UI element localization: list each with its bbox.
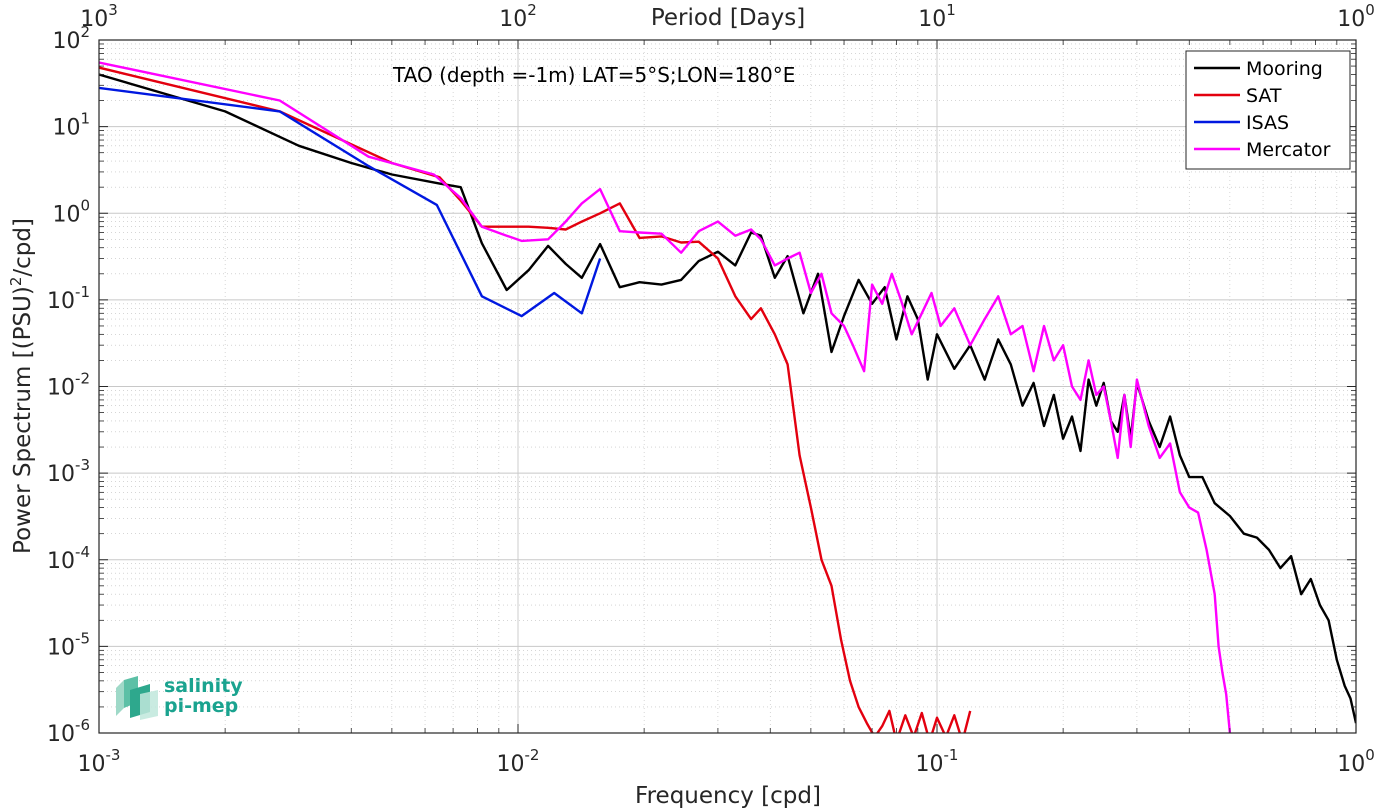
salinity-pi-mep-logo: salinity pi-mep xyxy=(116,675,243,720)
legend-label-isas: ISAS xyxy=(1246,112,1289,134)
top-tick-label: 102 xyxy=(499,1,537,32)
series-line-sat xyxy=(99,66,972,733)
y-tick-label: 10-2 xyxy=(47,370,90,401)
x-tick-label: 10-1 xyxy=(916,746,959,777)
x-tick-label: 10-2 xyxy=(497,746,540,777)
series-layer xyxy=(99,61,1356,733)
y-tick-label: 100 xyxy=(52,196,90,227)
x-axis-label: Frequency [cpd] xyxy=(635,783,821,809)
y-tick-label: 10-4 xyxy=(47,543,90,574)
y-axis-label-superscript: 2 xyxy=(7,277,25,287)
tick-marks xyxy=(98,39,1357,734)
y-tick-label: 10-3 xyxy=(47,456,90,487)
top-tick-label: 100 xyxy=(1337,1,1375,32)
chart-annotation: TAO (depth =-1m) LAT=5°S;LON=180°E xyxy=(392,63,795,87)
y-axis-label: Power Spectrum [(PSU)2/cpd] xyxy=(7,218,36,554)
y-axis-label-tail: /cpd] xyxy=(10,218,36,277)
top-tick-label: 103 xyxy=(80,1,118,32)
y-tick-label: 10-6 xyxy=(47,716,90,747)
top-axis-label: Period [Days] xyxy=(651,5,805,31)
series-line-mercator xyxy=(99,61,1232,733)
legend-label-mercator: Mercator xyxy=(1246,139,1331,161)
legend-label-sat: SAT xyxy=(1246,85,1282,107)
top-tick-label: 101 xyxy=(918,1,956,32)
logo-text-salinity: salinity xyxy=(164,675,243,697)
series-line-mooring xyxy=(99,73,1356,724)
legend: Mooring SAT ISAS Mercator xyxy=(1185,50,1351,170)
x-tick-label: 100 xyxy=(1337,746,1375,777)
y-tick-label: 10-1 xyxy=(47,283,90,314)
y-axis-label-main: Power Spectrum [(PSU) xyxy=(10,286,36,554)
logo-wave-layer-3 xyxy=(140,690,158,720)
series-line-isas xyxy=(99,86,602,318)
logo-text-pi-mep: pi-mep xyxy=(164,695,238,717)
y-tick-label: 10-5 xyxy=(47,629,90,660)
minor-grid xyxy=(99,40,1356,733)
legend-label-mooring: Mooring xyxy=(1246,58,1323,80)
y-tick-label: 102 xyxy=(52,23,90,54)
x-tick-label: 10-3 xyxy=(78,746,121,777)
logo-wave-icon xyxy=(116,680,124,716)
y-tick-label: 101 xyxy=(52,110,90,141)
